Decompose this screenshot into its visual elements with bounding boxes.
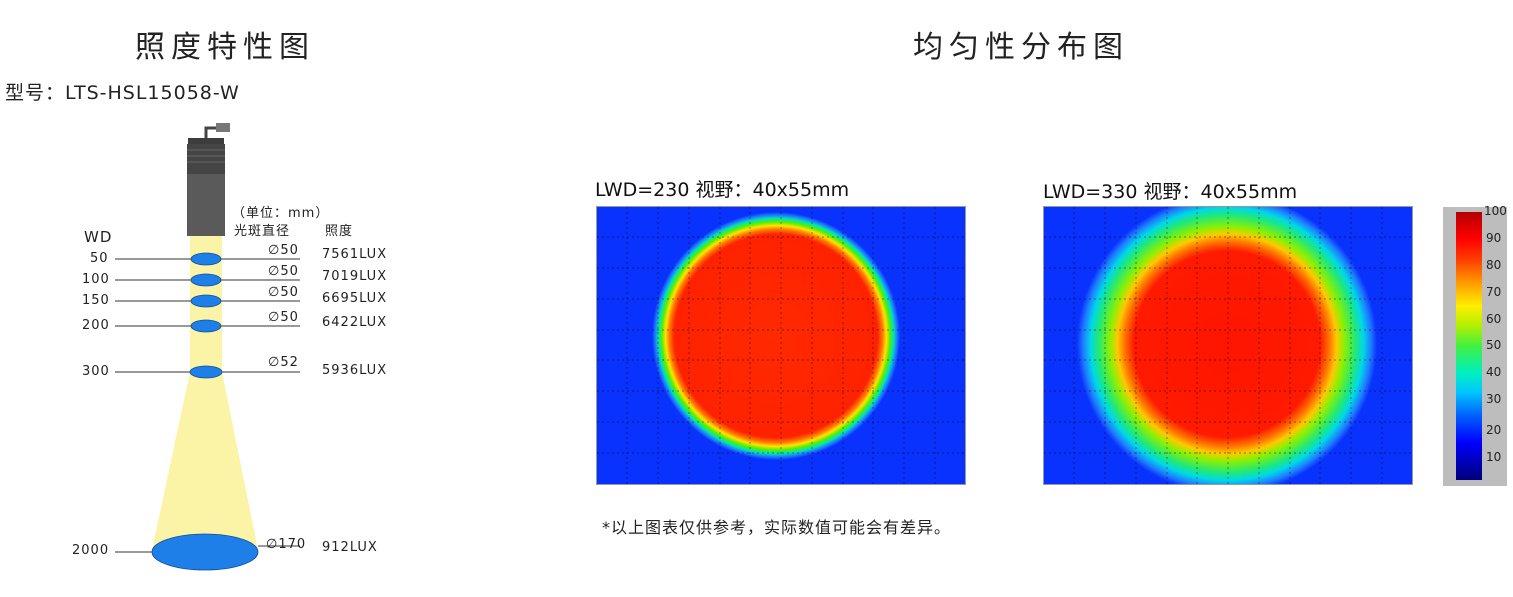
beam-cone xyxy=(152,372,258,550)
spot-wd100 xyxy=(190,273,222,287)
map1-label: LWD=230 视野：40x55mm xyxy=(595,179,850,201)
wd-value: 2000 xyxy=(72,543,110,558)
disclaimer-note: *以上图表仅供参考，实际数值可能会有差异。 xyxy=(602,518,952,537)
housing-fins xyxy=(187,144,225,174)
spot-wd150 xyxy=(190,294,222,308)
wd-header: WD xyxy=(84,228,113,246)
spot-diameter: ∅170 xyxy=(266,537,307,552)
colorbar-tick: 60 xyxy=(1486,312,1502,326)
spot-wd2000 xyxy=(151,533,259,571)
spot-diameter: ∅50 xyxy=(268,310,299,325)
uniformity-map-330 xyxy=(1043,206,1413,485)
illuminance-header: 照度 xyxy=(325,224,354,239)
model-label: 型号：LTS-HSL15058-W xyxy=(5,82,240,104)
connector-shape xyxy=(216,123,230,132)
colorbar-tick: 70 xyxy=(1486,285,1502,299)
colorbar-tick: 40 xyxy=(1486,365,1502,379)
colorbar-tick: 30 xyxy=(1486,392,1502,406)
lux-value: 7561LUX xyxy=(322,247,388,262)
spot-wd200 xyxy=(190,319,222,333)
spot-wd300 xyxy=(189,365,223,379)
colorbar-tick: 80 xyxy=(1486,258,1502,272)
spot-diameter: ∅50 xyxy=(268,264,299,279)
lux-value: 6422LUX xyxy=(322,315,388,330)
spot-wd50 xyxy=(190,252,222,266)
illuminance-chart-title: 照度特性图 xyxy=(135,30,315,65)
uniformity-chart-title: 均匀性分布图 xyxy=(913,30,1129,65)
housing-body xyxy=(187,174,225,236)
spot-diameter: ∅50 xyxy=(268,243,299,258)
hot-spot xyxy=(1077,207,1377,484)
colorbar xyxy=(1456,212,1482,480)
cable-shape xyxy=(204,126,218,138)
grid-overlay xyxy=(597,207,965,484)
lux-value: 912LUX xyxy=(322,540,378,555)
spot-diameter: ∅52 xyxy=(268,355,299,370)
lux-value: 5936LUX xyxy=(322,363,388,378)
wd-value: 50 xyxy=(90,251,109,266)
grid-overlay xyxy=(1044,207,1412,484)
housing-top xyxy=(188,138,224,144)
uniformity-map-230 xyxy=(596,206,966,485)
wd-value: 200 xyxy=(82,318,110,333)
colorbar-tick: 10 xyxy=(1486,450,1502,464)
wd-value: 150 xyxy=(82,293,110,308)
colorbar-tick: 100 xyxy=(1484,204,1507,218)
spot-diameter-header: 光斑直径 xyxy=(234,224,291,239)
spot-diameter: ∅50 xyxy=(268,285,299,300)
unit-note: （单位：mm） xyxy=(232,206,330,221)
map2-label: LWD=330 视野：40x55mm xyxy=(1043,181,1298,203)
lux-value: 6695LUX xyxy=(322,291,388,306)
light-diagram xyxy=(115,123,300,571)
colorbar-tick: 90 xyxy=(1486,231,1502,245)
colorbar-tick: 20 xyxy=(1486,423,1502,437)
wd-value: 300 xyxy=(82,364,110,379)
wd-value: 100 xyxy=(82,272,110,287)
lux-value: 7019LUX xyxy=(322,269,388,284)
colorbar-tick: 50 xyxy=(1486,338,1502,352)
